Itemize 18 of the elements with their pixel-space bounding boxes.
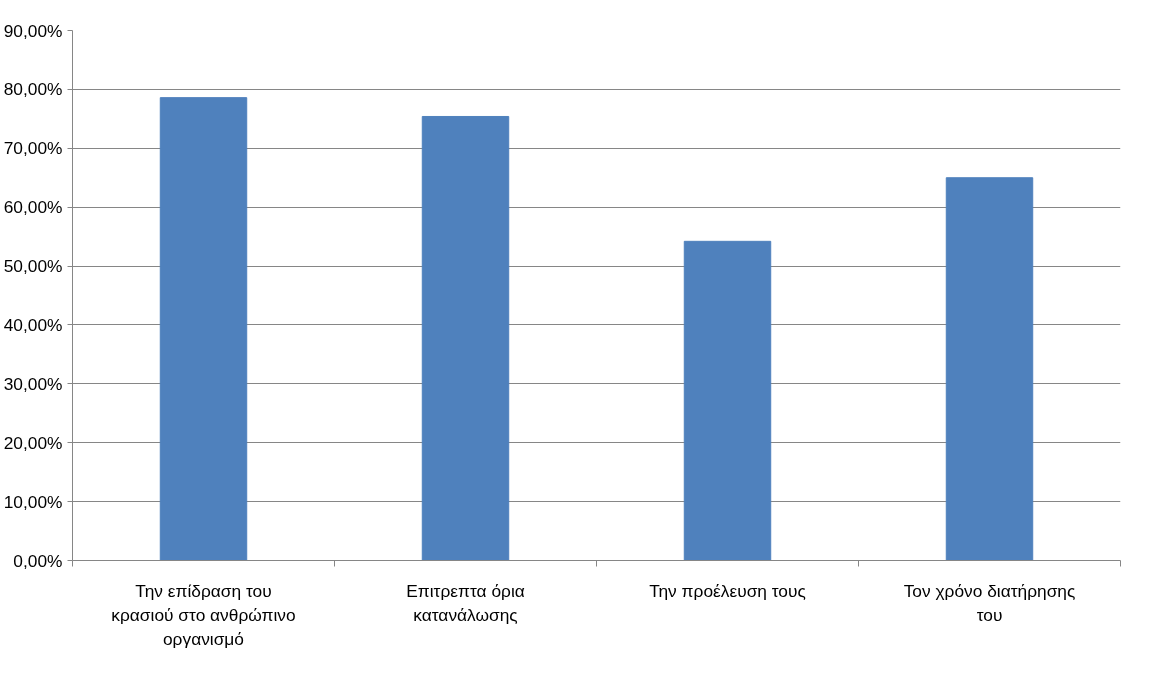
y-tick-label: 20,00% [3, 432, 63, 453]
bar [159, 97, 248, 561]
y-tick-label: 70,00% [3, 138, 63, 159]
bar [945, 177, 1034, 561]
y-tick-label: 40,00% [3, 314, 63, 335]
y-tick-label: 10,00% [3, 491, 63, 512]
x-tick-label: Τον χρόνο διατήρησης του [903, 580, 1076, 625]
x-tick-label: Επιτρεπτα όρια κατανάλωσης [406, 580, 525, 625]
y-tick-label: 80,00% [3, 79, 63, 100]
x-tick-label: Την επίδραση του κρασιού στο ανθρώπινο οργανισμό [111, 580, 296, 649]
y-tick-label: 90,00% [3, 20, 63, 41]
x-tick-label: Την προέλευση τους [649, 580, 806, 601]
y-tick-label: 60,00% [3, 197, 63, 218]
bar [683, 240, 772, 561]
y-tick-label: 50,00% [3, 256, 63, 277]
bar [421, 115, 510, 561]
y-tick-label: 0,00% [13, 550, 63, 571]
y-tick-label: 30,00% [3, 373, 63, 394]
